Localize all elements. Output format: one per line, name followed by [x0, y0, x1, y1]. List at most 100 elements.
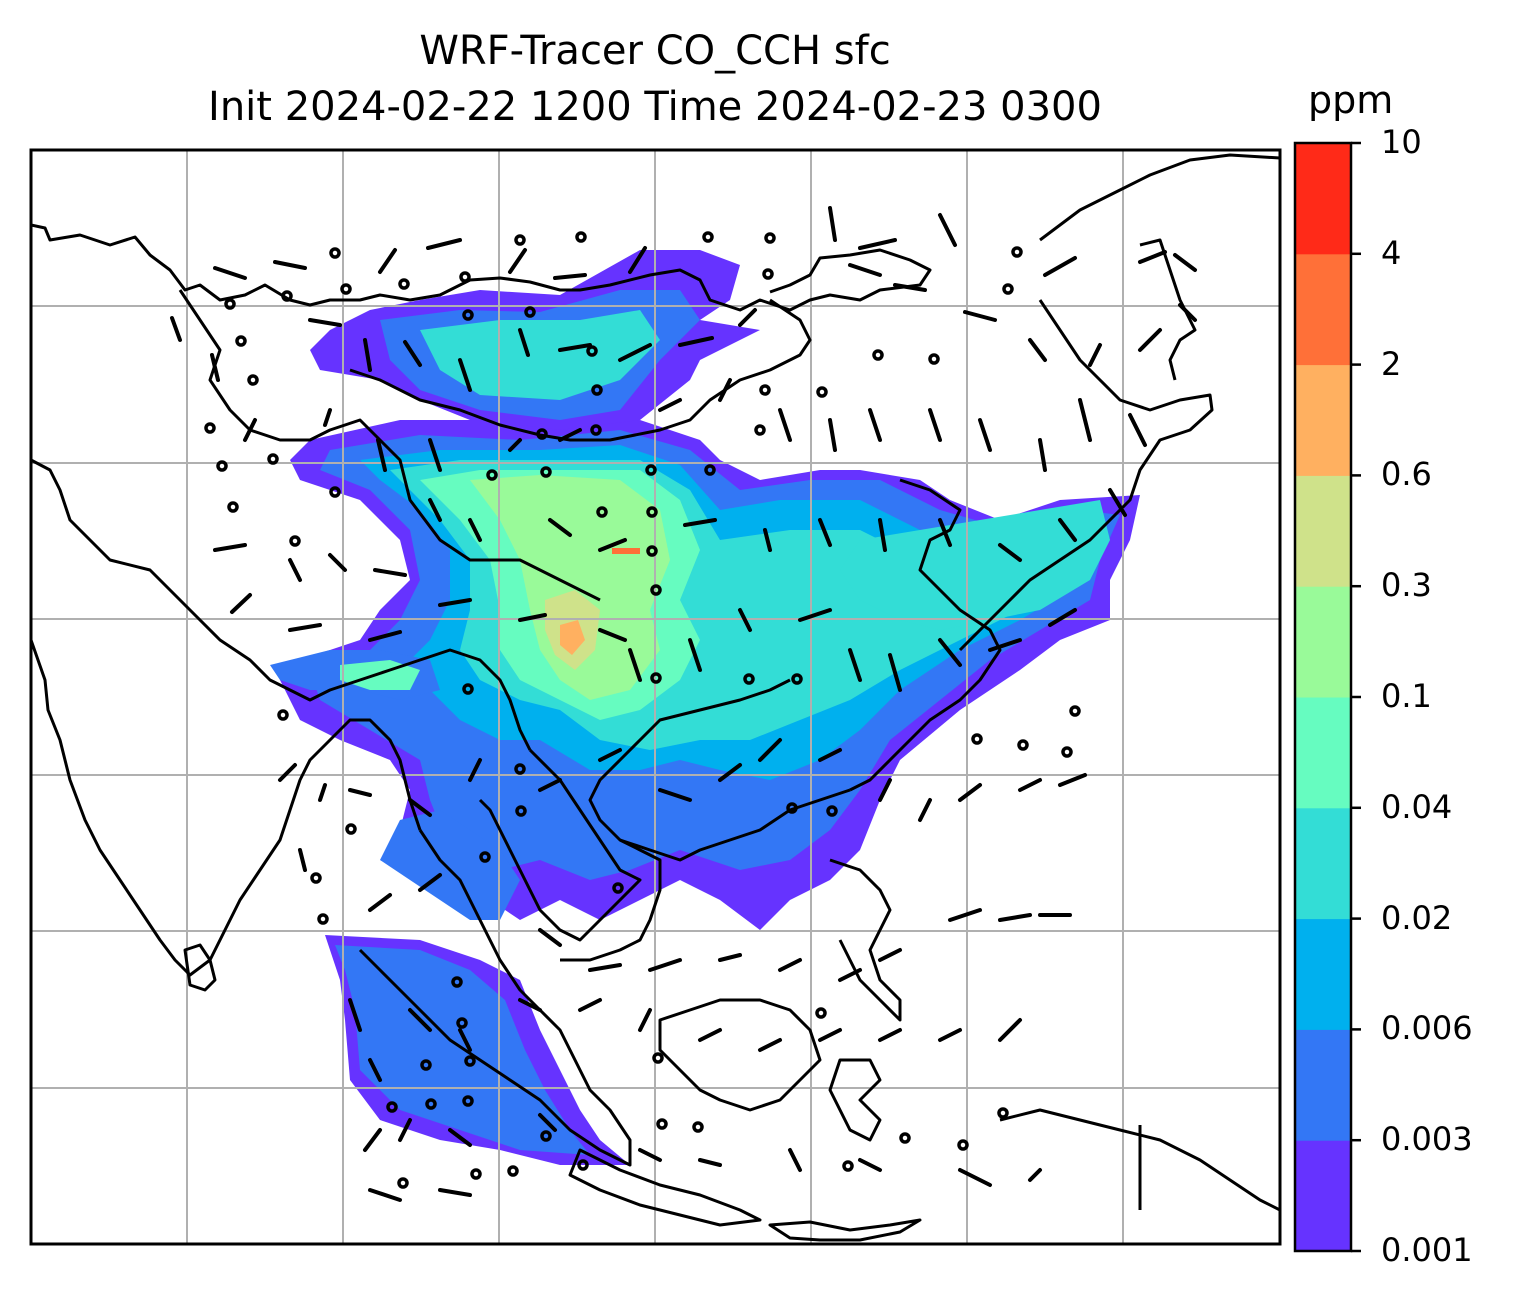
colorbar-segment	[1295, 143, 1351, 255]
calm-marker	[791, 673, 803, 685]
calm-marker	[289, 535, 301, 547]
calm-marker	[345, 823, 357, 835]
colorbar-tick-label: 0.003	[1381, 1120, 1473, 1159]
calm-marker	[702, 231, 714, 243]
coast-sulawesi	[828, 1058, 882, 1142]
coast-newguinea	[999, 1108, 1280, 1212]
calm-marker	[971, 733, 983, 745]
coast-india	[31, 458, 532, 751]
calm-marker	[1002, 283, 1014, 295]
calm-marker	[786, 802, 798, 814]
border-himalaya	[178, 289, 601, 602]
calm-marker	[652, 1052, 664, 1064]
colorbar-segment	[1295, 807, 1351, 920]
colorbar-segment	[1295, 918, 1351, 1030]
calm-marker	[586, 345, 598, 357]
calm-marker	[329, 486, 341, 498]
calm-marker	[281, 290, 293, 302]
calm-marker	[216, 460, 228, 472]
colorbar	[1293, 141, 1361, 1253]
map-frame	[29, 148, 1282, 1246]
wind-barb	[363, 1113, 1042, 1202]
plume-seasia	[380, 810, 520, 920]
calm-marker	[596, 506, 608, 518]
calm-marker	[277, 709, 289, 721]
calm-marker	[420, 1059, 432, 1071]
calm-marker	[816, 386, 828, 398]
calm-marker	[524, 306, 536, 318]
calm-marker	[646, 545, 658, 557]
plume-hotspot	[612, 548, 640, 554]
colorbar-segment	[1295, 253, 1351, 366]
calm-marker	[957, 1139, 969, 1151]
map-title: WRF-Tracer CO_CCH sfc	[419, 28, 891, 74]
calm-marker	[247, 374, 259, 386]
calm-marker	[1061, 746, 1073, 758]
colorbar-tick-label: 0.3	[1381, 566, 1432, 605]
calm-marker	[386, 1101, 398, 1113]
calm-marker	[459, 271, 471, 283]
colorbar-segment	[1295, 1029, 1351, 1141]
calm-marker	[340, 283, 352, 295]
wind-barb	[348, 998, 1022, 1082]
calm-marker	[842, 1160, 854, 1172]
colorbar-tick-label: 0.001	[1381, 1231, 1473, 1269]
colorbar-segment	[1295, 1140, 1351, 1252]
wind-barb	[213, 488, 1127, 582]
calm-marker	[310, 872, 322, 884]
calm-marker	[590, 424, 602, 436]
coast-india-west	[31, 639, 422, 977]
calm-marker	[872, 349, 884, 361]
calm-markers	[204, 231, 1081, 1189]
calm-marker	[577, 1159, 589, 1171]
coast-indochina	[358, 829, 632, 1167]
calm-marker	[764, 232, 776, 244]
calm-marker	[515, 805, 527, 817]
colorbar-tick-label: 0.04	[1381, 787, 1453, 826]
calm-marker	[514, 234, 526, 246]
coast-thailand-gulf	[478, 748, 642, 942]
calm-marker	[899, 1132, 911, 1144]
calm-marker	[456, 1017, 468, 1029]
wind-barbs	[170, 206, 1197, 1202]
calm-marker	[462, 309, 474, 321]
wind-barb	[213, 206, 1197, 280]
wind-barb	[170, 263, 1197, 392]
calm-marker	[224, 298, 236, 310]
calm-marker	[540, 1130, 552, 1142]
wind-barb	[298, 848, 1072, 982]
coast-china-south	[588, 678, 851, 862]
calm-marker	[1017, 739, 1029, 751]
calm-marker	[575, 231, 587, 243]
map-subtitle: Init 2024-02-22 1200 Time 2024-02-23 030…	[208, 84, 1102, 130]
calm-marker	[540, 466, 552, 478]
calm-marker	[997, 1107, 1009, 1119]
coast-java	[568, 1148, 762, 1227]
plume-east-l4	[840, 500, 1110, 630]
colorbar-tick-label: 0.006	[1381, 1009, 1473, 1048]
plume-main-l8	[560, 620, 585, 655]
colorbar-tick-label: 2	[1381, 344, 1402, 383]
coast-korea-japan	[958, 299, 1214, 652]
calm-marker	[267, 453, 279, 465]
calm-marker	[235, 335, 247, 347]
calm-marker	[317, 913, 329, 925]
calm-marker	[650, 672, 662, 684]
colorbar-tick-label: 4	[1381, 233, 1402, 272]
plume-main-l6	[470, 475, 670, 700]
colorbar-tick-label: 0.1	[1381, 677, 1432, 715]
coast-vietnam	[560, 838, 662, 962]
colorbar-tick-label: 10	[1381, 123, 1422, 161]
calm-marker	[536, 428, 548, 440]
coast-timor	[768, 1218, 922, 1242]
coast-philippines	[829, 858, 902, 1022]
calm-marker	[591, 384, 603, 396]
calm-marker	[754, 424, 766, 436]
calm-marker	[462, 1095, 474, 1107]
calm-marker	[464, 1055, 476, 1067]
colorbar-tick-label: 0.02	[1381, 898, 1453, 937]
calm-marker	[470, 1168, 482, 1180]
calm-marker	[704, 464, 716, 476]
calm-marker	[692, 1121, 704, 1133]
